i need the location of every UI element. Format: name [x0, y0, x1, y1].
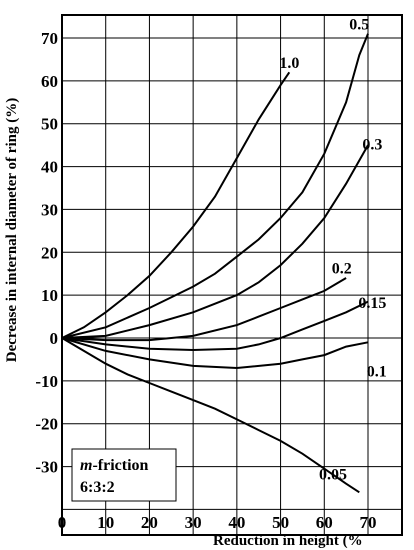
y-tick-label: 30 [41, 200, 58, 219]
y-tick-label: 0 [50, 329, 59, 348]
y-tick-label: -20 [35, 415, 58, 434]
x-tick-label: 60 [316, 513, 333, 532]
x-tick-label: 40 [228, 513, 245, 532]
curve-labels: 1.0 0.5 0.3 0.2 0.15 0.1 0.05 [279, 16, 386, 483]
series-line-0_15 [61, 300, 369, 352]
y-tick-label: 40 [41, 158, 58, 177]
series-label-0_15: 0.15 [358, 295, 386, 312]
legend-line-1: m-friction [80, 457, 149, 474]
legend-line-2: 6:3:2 [80, 479, 115, 496]
series-line-0_5 [61, 33, 369, 339]
series-label-0_3: 0.3 [362, 136, 382, 153]
series-line-0_3 [61, 144, 369, 339]
series-line-1_0 [61, 71, 291, 339]
series-label-0_2: 0.2 [332, 261, 352, 278]
x-tick-label: 30 [185, 513, 202, 532]
x-tick-label: 10 [97, 513, 114, 532]
legend-line-1-rest: -friction [92, 457, 148, 474]
y-tick-label: 60 [41, 72, 58, 91]
series-group [61, 33, 369, 494]
legend: m-friction 6:3:2 [71, 448, 177, 502]
grid [62, 15, 402, 535]
x-tick-label: 20 [141, 513, 158, 532]
y-tick-label: -10 [35, 372, 58, 391]
legend-italic-m: m [80, 457, 92, 474]
y-tick-label: 50 [41, 115, 58, 134]
x-tick-label: 50 [272, 513, 289, 532]
series-line-0_2 [61, 277, 347, 342]
series-label-1_0: 1.0 [279, 55, 299, 72]
x-axis-title: Reduction in height (% [213, 533, 363, 549]
y-tick-label: 10 [41, 286, 58, 305]
series-label-0_1: 0.1 [367, 364, 387, 381]
x-tick-label: 0 [58, 513, 67, 532]
legend-box [71, 448, 177, 502]
y-tick-label: 70 [41, 29, 58, 48]
series-label-0_05: 0.05 [319, 466, 347, 483]
y-tick-label: -30 [35, 458, 58, 477]
plot-frame [61, 14, 403, 536]
tick-labels: 0 10 20 30 40 50 60 70 70 60 50 40 30 20 10 0 -10 -20 -30 [35, 29, 376, 532]
y-tick-label: 20 [41, 243, 58, 262]
y-axis-title: Decrease in internal diameter of ring (%… [4, 98, 20, 362]
series-line-0_1 [61, 337, 369, 370]
x-tick-label: 70 [360, 513, 377, 532]
series-label-0_5: 0.5 [349, 16, 369, 33]
series-line-0_05 [61, 337, 360, 494]
